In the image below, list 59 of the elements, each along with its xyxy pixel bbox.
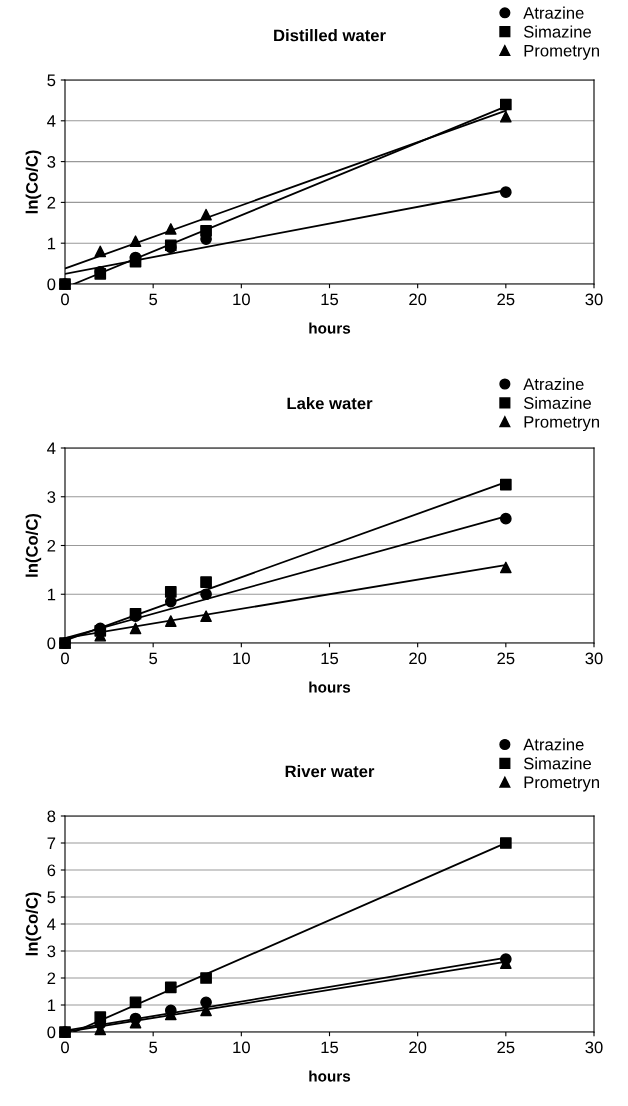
y-tick-label: 2 bbox=[47, 196, 56, 209]
chart-title: Distilled water bbox=[274, 29, 386, 42]
y-tick-label: 1 bbox=[47, 588, 56, 601]
x-tick-label: 15 bbox=[321, 293, 339, 306]
x-tick-label: 5 bbox=[149, 652, 158, 665]
x-tick-label: 20 bbox=[409, 293, 427, 306]
y-tick-label: 5 bbox=[47, 891, 56, 904]
x-axis-title: hours bbox=[309, 681, 351, 693]
chart-title: Lake water bbox=[287, 397, 373, 410]
y-tick-label: 0 bbox=[47, 637, 56, 650]
legend-label: Simazine bbox=[523, 757, 592, 770]
legend-label: Atrazine bbox=[523, 377, 584, 391]
y-tick-label: 0 bbox=[47, 1026, 56, 1039]
y-axis-title: ln(Co/C) bbox=[25, 513, 42, 577]
x-tick-label: 5 bbox=[149, 1041, 158, 1054]
y-tick-label: 3 bbox=[47, 156, 56, 168]
y-axis-title: ln(Co/C) bbox=[25, 892, 42, 956]
x-tick-label: 20 bbox=[409, 1041, 427, 1054]
x-tick-label: 0 bbox=[61, 652, 69, 665]
y-axis-title: ln(Co/C) bbox=[25, 150, 42, 214]
y-tick-label: 3 bbox=[47, 491, 56, 503]
x-tick-label: 30 bbox=[585, 293, 603, 306]
x-tick-label: 0 bbox=[61, 293, 69, 306]
x-tick-label: 5 bbox=[149, 293, 158, 306]
legend-label: Prometryn bbox=[524, 44, 599, 60]
legend-label: Prometryn bbox=[524, 776, 599, 792]
x-tick-label: 30 bbox=[585, 652, 603, 665]
chart-title: River water bbox=[285, 765, 375, 778]
x-tick-label: 0 bbox=[61, 1041, 69, 1054]
x-axis-title: hours bbox=[309, 1070, 351, 1082]
y-tick-label: 7 bbox=[47, 837, 56, 850]
y-tick-label: 3 bbox=[47, 945, 56, 958]
y-tick-label: 4 bbox=[47, 442, 56, 455]
legend-label: Simazine bbox=[523, 25, 592, 38]
legend-label: Atrazine bbox=[523, 6, 584, 19]
y-tick-label: 1 bbox=[47, 999, 56, 1012]
y-tick-label: 2 bbox=[47, 972, 56, 985]
legend-label: Prometryn bbox=[524, 416, 599, 432]
x-tick-label: 25 bbox=[497, 293, 515, 306]
y-tick-label: 6 bbox=[47, 864, 56, 877]
x-tick-label: 10 bbox=[233, 652, 250, 665]
x-tick-label: 20 bbox=[409, 652, 427, 665]
x-tick-label: 25 bbox=[497, 652, 515, 665]
y-tick-label: 0 bbox=[47, 278, 56, 291]
x-tick-label: 15 bbox=[321, 652, 339, 665]
y-tick-label: 1 bbox=[47, 237, 56, 250]
y-tick-label: 4 bbox=[47, 918, 56, 931]
x-tick-label: 15 bbox=[321, 1041, 339, 1054]
x-tick-label: 30 bbox=[585, 1041, 603, 1054]
y-tick-label: 2 bbox=[47, 539, 56, 552]
y-tick-label: 4 bbox=[47, 115, 56, 127]
legend-label: Atrazine bbox=[523, 738, 584, 751]
x-tick-label: 10 bbox=[233, 1041, 250, 1054]
legend-label: Simazine bbox=[523, 396, 592, 409]
x-tick-label: 10 bbox=[233, 293, 250, 306]
x-tick-label: 25 bbox=[497, 1041, 515, 1054]
y-tick-label: 8 bbox=[47, 810, 56, 823]
x-axis-title: hours bbox=[309, 322, 351, 334]
y-tick-label: 5 bbox=[47, 74, 56, 87]
